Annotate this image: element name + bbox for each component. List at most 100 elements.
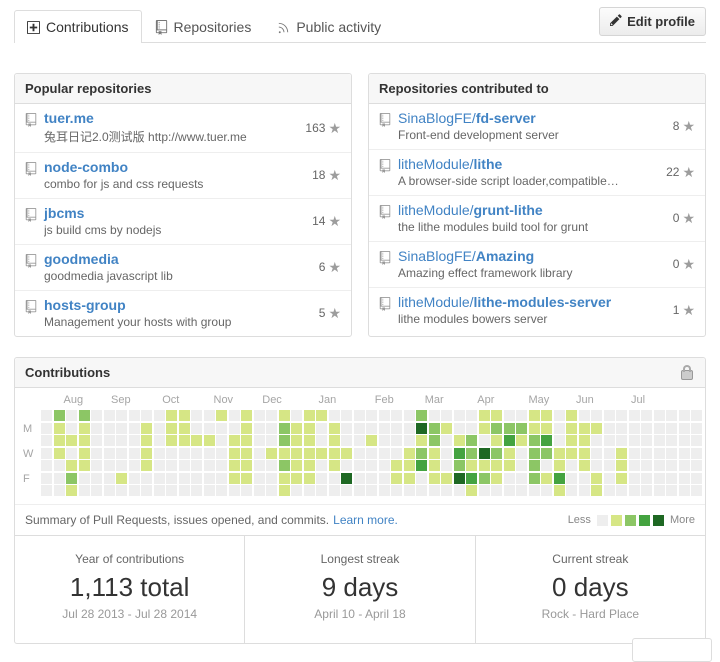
calendar-cell[interactable] — [316, 447, 327, 459]
calendar-cell[interactable] — [578, 485, 590, 496]
calendar-cell[interactable] — [216, 485, 227, 496]
calendar-cell[interactable] — [616, 422, 627, 434]
calendar-cell[interactable] — [191, 472, 202, 484]
calendar-cell[interactable] — [153, 472, 165, 484]
calendar-cell[interactable] — [441, 422, 452, 434]
calendar-cell[interactable] — [41, 447, 52, 459]
calendar-cell[interactable] — [528, 422, 540, 434]
calendar-cell[interactable] — [91, 472, 102, 484]
calendar-cell[interactable] — [378, 447, 390, 459]
calendar-cell[interactable] — [91, 460, 102, 471]
calendar-cell[interactable] — [66, 460, 77, 471]
calendar-cell[interactable] — [616, 447, 627, 459]
calendar-cell[interactable] — [178, 485, 190, 496]
calendar-cell[interactable] — [78, 472, 90, 484]
calendar-cell[interactable] — [553, 460, 565, 471]
calendar-cell[interactable] — [678, 422, 690, 434]
calendar-cell[interactable] — [328, 460, 340, 471]
calendar-cell[interactable] — [491, 422, 502, 434]
calendar-cell[interactable] — [441, 410, 452, 421]
calendar-cell[interactable] — [291, 410, 302, 421]
calendar-cell[interactable] — [578, 422, 590, 434]
calendar-cell[interactable] — [328, 410, 340, 421]
calendar-cell[interactable] — [203, 447, 215, 459]
calendar-cell[interactable] — [216, 422, 227, 434]
calendar-cell[interactable] — [691, 435, 702, 446]
calendar-cell[interactable] — [628, 472, 640, 484]
calendar-cell[interactable] — [266, 485, 277, 496]
calendar-cell[interactable] — [466, 422, 477, 434]
calendar-cell[interactable] — [566, 410, 577, 421]
calendar-cell[interactable] — [253, 435, 265, 446]
repo-link[interactable]: tuer.me — [44, 110, 94, 126]
calendar-cell[interactable] — [353, 422, 365, 434]
calendar-cell[interactable] — [66, 447, 77, 459]
calendar-cell[interactable] — [403, 435, 415, 446]
calendar-cell[interactable] — [228, 410, 240, 421]
calendar-cell[interactable] — [278, 410, 290, 421]
calendar-cell[interactable] — [128, 410, 140, 421]
calendar-cell[interactable] — [41, 435, 52, 446]
calendar-cell[interactable] — [341, 485, 352, 496]
calendar-cell[interactable] — [403, 447, 415, 459]
calendar-cell[interactable] — [41, 422, 52, 434]
calendar-cell[interactable] — [153, 410, 165, 421]
calendar-cell[interactable] — [103, 485, 115, 496]
calendar-cell[interactable] — [416, 485, 427, 496]
calendar-cell[interactable] — [478, 422, 490, 434]
calendar-cell[interactable] — [628, 485, 640, 496]
calendar-cell[interactable] — [291, 460, 302, 471]
calendar-cell[interactable] — [478, 435, 490, 446]
calendar-cell[interactable] — [291, 422, 302, 434]
calendar-cell[interactable] — [166, 472, 177, 484]
calendar-cell[interactable] — [478, 447, 490, 459]
calendar-cell[interactable] — [516, 435, 527, 446]
calendar-cell[interactable] — [116, 472, 127, 484]
calendar-cell[interactable] — [428, 485, 440, 496]
calendar-cell[interactable] — [641, 410, 652, 421]
calendar-cell[interactable] — [253, 422, 265, 434]
calendar-cell[interactable] — [491, 472, 502, 484]
calendar-cell[interactable] — [641, 460, 652, 471]
calendar-cell[interactable] — [616, 485, 627, 496]
calendar-cell[interactable] — [303, 422, 315, 434]
calendar-cell[interactable] — [191, 410, 202, 421]
calendar-cell[interactable] — [378, 410, 390, 421]
calendar-cell[interactable] — [178, 472, 190, 484]
edit-profile-button[interactable]: Edit profile — [599, 7, 706, 36]
calendar-cell[interactable] — [441, 447, 452, 459]
calendar-cell[interactable] — [303, 460, 315, 471]
repo-link[interactable]: SinaBlogFE/Amazing — [398, 248, 534, 264]
calendar-cell[interactable] — [228, 472, 240, 484]
calendar-cell[interactable] — [116, 447, 127, 459]
calendar-cell[interactable] — [141, 485, 152, 496]
calendar-cell[interactable] — [253, 447, 265, 459]
calendar-cell[interactable] — [616, 472, 627, 484]
calendar-cell[interactable] — [153, 485, 165, 496]
calendar-cell[interactable] — [403, 485, 415, 496]
repo-link[interactable]: goodmedia — [44, 251, 119, 267]
calendar-cell[interactable] — [416, 422, 427, 434]
calendar-cell[interactable] — [66, 410, 77, 421]
calendar-cell[interactable] — [253, 472, 265, 484]
calendar-cell[interactable] — [353, 472, 365, 484]
calendar-cell[interactable] — [191, 460, 202, 471]
calendar-cell[interactable] — [616, 460, 627, 471]
calendar-cell[interactable] — [391, 447, 402, 459]
calendar-cell[interactable] — [453, 435, 465, 446]
calendar-cell[interactable] — [203, 472, 215, 484]
calendar-cell[interactable] — [128, 460, 140, 471]
calendar-cell[interactable] — [441, 435, 452, 446]
calendar-cell[interactable] — [341, 447, 352, 459]
calendar-cell[interactable] — [641, 435, 652, 446]
calendar-cell[interactable] — [53, 472, 65, 484]
calendar-cell[interactable] — [503, 447, 515, 459]
calendar-cell[interactable] — [203, 485, 215, 496]
calendar-cell[interactable] — [478, 460, 490, 471]
calendar-cell[interactable] — [266, 472, 277, 484]
learn-more-link[interactable]: Learn more. — [333, 513, 398, 527]
calendar-cell[interactable] — [566, 472, 577, 484]
calendar-cell[interactable] — [391, 485, 402, 496]
calendar-cell[interactable] — [53, 447, 65, 459]
calendar-cell[interactable] — [128, 447, 140, 459]
